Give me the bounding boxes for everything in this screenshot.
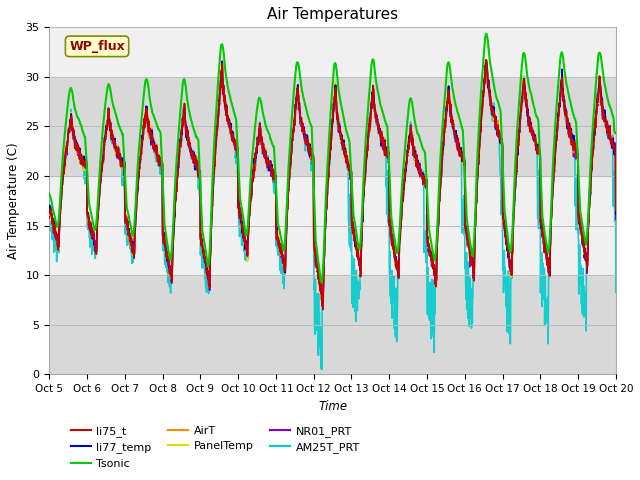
Bar xyxy=(49,275,616,374)
Title: Air Temperatures: Air Temperatures xyxy=(267,7,398,22)
Legend: li75_t, li77_temp, Tsonic, AirT, PanelTemp, NR01_PRT, AM25T_PRT: li75_t, li77_temp, Tsonic, AirT, PanelTe… xyxy=(66,421,365,473)
Bar xyxy=(49,27,616,77)
Bar xyxy=(49,176,616,275)
Bar xyxy=(49,77,616,176)
X-axis label: Time: Time xyxy=(318,400,347,413)
Y-axis label: Air Temperature (C): Air Temperature (C) xyxy=(7,143,20,259)
Text: WP_flux: WP_flux xyxy=(69,40,125,53)
